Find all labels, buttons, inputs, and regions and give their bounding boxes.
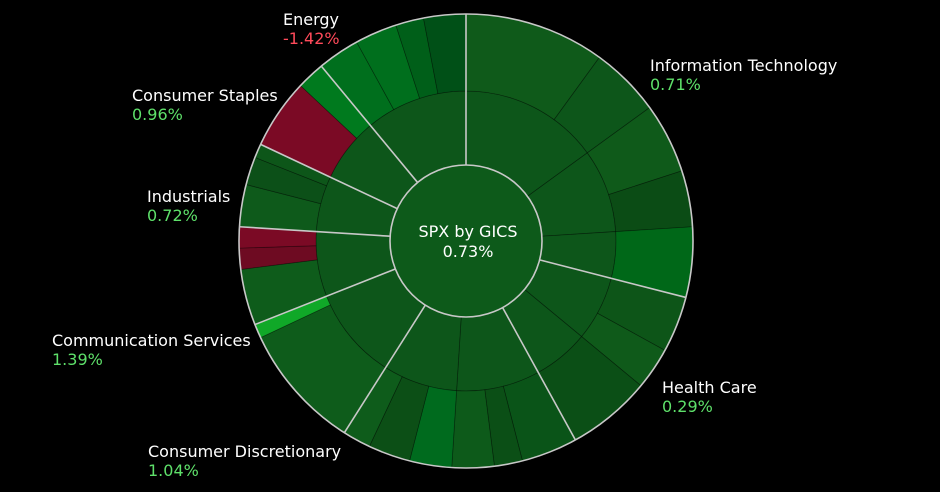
sector-name: Industrials <box>147 187 231 206</box>
sector-divider <box>343 304 426 434</box>
sector-label-communication-services[interactable]: Communication Services 1.39% <box>52 331 251 369</box>
chart-title: SPX by GICS <box>418 222 518 241</box>
center-disc[interactable] <box>389 164 543 318</box>
sector-change: 0.96% <box>132 105 183 124</box>
sector-change: 0.72% <box>147 206 198 225</box>
sector-label-industrials[interactable]: Industrials 0.72% <box>147 187 230 225</box>
sector-change: 1.39% <box>52 350 103 369</box>
sector-name: Energy <box>283 10 340 29</box>
sector-label-energy[interactable]: Energy -1.42% <box>283 10 340 48</box>
sector-change: -1.42% <box>283 29 340 48</box>
sector-divider <box>239 225 391 238</box>
sector-label-health-care[interactable]: Health Care 0.29% <box>662 378 757 416</box>
sector-name: Communication Services <box>52 331 251 350</box>
sector-label-consumer-staples[interactable]: Consumer Staples 0.96% <box>132 86 278 124</box>
chart-center-label: SPX by GICS 0.73% <box>388 222 548 262</box>
sector-label-consumer-discretionary[interactable]: Consumer Discretionary 1.04% <box>148 442 341 480</box>
sector-name: Consumer Staples <box>132 86 278 105</box>
sector-name: Information Technology <box>650 56 838 75</box>
sector-label-information-technology[interactable]: Information Technology 0.71% <box>650 56 837 94</box>
sector-divider <box>501 307 577 441</box>
sector-divider <box>254 268 396 326</box>
sector-change: 1.04% <box>148 461 199 480</box>
sector-divider <box>320 65 419 183</box>
sector-divider <box>260 143 398 210</box>
total-change: 0.73% <box>442 242 494 261</box>
sector-name: Health Care <box>662 378 757 397</box>
sector-divider <box>539 259 687 299</box>
sector-name: Consumer Discretionary <box>148 442 342 461</box>
sector-change: 0.29% <box>662 397 713 416</box>
sector-change: 0.71% <box>650 75 701 94</box>
